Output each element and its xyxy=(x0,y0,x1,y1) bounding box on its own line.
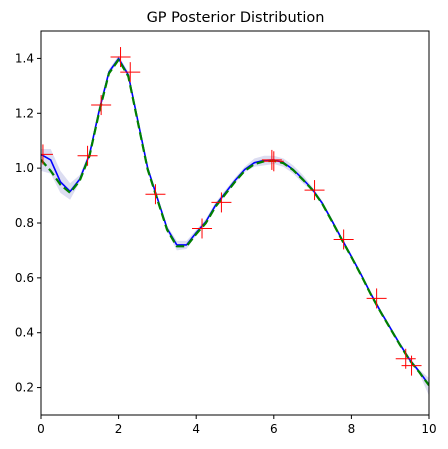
x-tick-label: 0 xyxy=(37,422,45,436)
x-tick-label: 10 xyxy=(421,422,436,436)
y-tick-label: 1.4 xyxy=(15,51,34,65)
true-function-line xyxy=(41,58,429,387)
observation-marker xyxy=(145,184,166,205)
x-tick-label: 6 xyxy=(270,422,278,436)
observation-marker xyxy=(211,192,232,213)
observation-marker xyxy=(77,145,98,166)
y-tick-label: 0.8 xyxy=(15,216,34,230)
chart-title: GP Posterior Distribution xyxy=(147,10,325,26)
observation-marker xyxy=(263,151,284,172)
observation-marker xyxy=(333,229,354,250)
observation-marker xyxy=(91,95,112,116)
y-tick-label: 0.6 xyxy=(15,271,34,285)
plot-area xyxy=(41,47,429,396)
observation-marker xyxy=(401,355,422,376)
axes-frame xyxy=(40,30,430,416)
confidence-band xyxy=(41,55,429,396)
y-tick-label: 0.4 xyxy=(15,326,34,340)
y-tick-label: 1.0 xyxy=(15,161,34,175)
observation-marker xyxy=(192,218,213,239)
x-tick-label: 2 xyxy=(115,422,123,436)
observation-marker xyxy=(110,47,131,68)
axes: 0 2 4 6 8 10 0.2 0.4 0.6 0.8 1.0 1.2 1.4 xyxy=(15,51,437,436)
y-tick-label: 0.2 xyxy=(15,381,34,395)
y-tick-label: 1.2 xyxy=(15,106,34,120)
observation-marker xyxy=(261,149,282,170)
posterior-mean-line xyxy=(41,57,429,386)
x-tick-label: 4 xyxy=(192,422,200,436)
observation-marker xyxy=(120,62,141,83)
observation-marker xyxy=(304,180,325,201)
x-tick-label: 8 xyxy=(348,422,356,436)
observation-marker xyxy=(366,288,387,309)
observation-marker xyxy=(41,144,53,165)
